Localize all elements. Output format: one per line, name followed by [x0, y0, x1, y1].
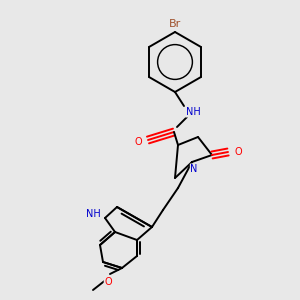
- Text: O: O: [104, 277, 112, 287]
- Text: N: N: [190, 164, 198, 174]
- Text: O: O: [134, 137, 142, 147]
- Text: NH: NH: [85, 209, 100, 219]
- Text: Br: Br: [169, 19, 181, 29]
- Text: O: O: [234, 147, 242, 157]
- Text: NH: NH: [186, 107, 200, 117]
